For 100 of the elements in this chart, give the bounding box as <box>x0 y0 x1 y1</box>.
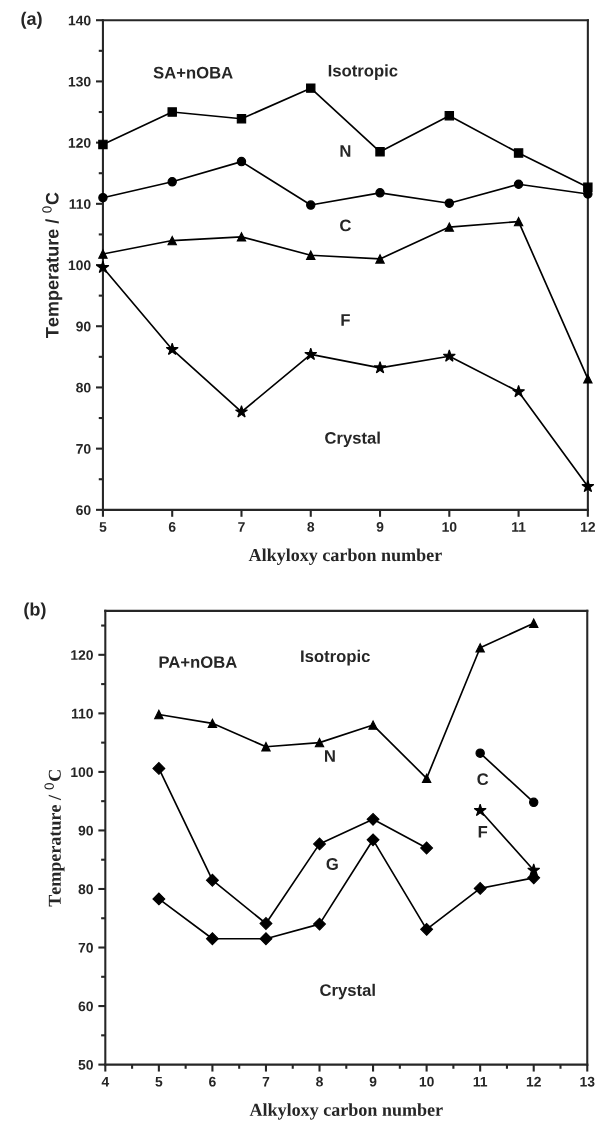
y-axis-title: Temperature / $^{0}$C <box>42 192 63 338</box>
point <box>473 803 487 817</box>
y-tick-label: 70 <box>76 443 91 454</box>
y-tick-label: 110 <box>69 199 91 209</box>
annotation: C <box>477 773 489 786</box>
point <box>444 222 455 232</box>
y-axis-title: Temperature / $^{0}$C <box>44 770 65 907</box>
y-tick-label: 100 <box>68 260 91 271</box>
x-tick-label: 8 <box>316 1076 323 1087</box>
y-tick-label: 90 <box>78 825 93 836</box>
point <box>513 216 524 227</box>
point <box>167 235 177 246</box>
x-tick-label: 11 <box>473 1076 488 1087</box>
point <box>528 797 539 808</box>
y-tick-label: 120 <box>68 137 91 148</box>
x-tick-label: 13 <box>580 1076 595 1087</box>
y-tick-label: 140 <box>68 15 91 26</box>
point <box>473 881 487 895</box>
annotation: Isotropic <box>328 64 398 80</box>
point <box>420 922 434 936</box>
annotation: F <box>341 314 350 326</box>
x-tick-label: 10 <box>442 522 457 532</box>
y-tick-label: 130 <box>68 76 91 87</box>
annotation: G <box>326 858 338 870</box>
y-tick-label: 60 <box>78 1001 93 1012</box>
point <box>420 841 434 855</box>
point <box>207 718 218 729</box>
x-tick-label: 9 <box>369 1076 377 1087</box>
point <box>475 748 485 758</box>
x-tick-label: 10 <box>419 1076 434 1087</box>
point <box>512 384 526 398</box>
point <box>259 917 273 930</box>
point <box>167 177 177 187</box>
y-tick-label: 110 <box>71 708 93 719</box>
point <box>234 405 248 418</box>
point <box>366 812 380 826</box>
point <box>581 479 595 493</box>
y-tick-label: 120 <box>71 650 93 660</box>
point <box>236 156 247 167</box>
point <box>368 720 378 730</box>
point <box>313 837 326 851</box>
point <box>366 833 380 847</box>
x-tick-label: 5 <box>155 1076 163 1087</box>
annotation: C <box>340 219 351 232</box>
y-tick-label: 100 <box>71 767 93 778</box>
x-tick-label: 7 <box>238 522 245 532</box>
point <box>205 932 219 946</box>
x-tick-label: 7 <box>262 1076 270 1087</box>
point <box>165 342 179 356</box>
chart-title: (a) <box>21 11 42 29</box>
y-tick-label: 60 <box>76 505 91 516</box>
x-tick-label: 8 <box>307 522 315 532</box>
x-tick-label: 4 <box>101 1076 110 1087</box>
point <box>167 107 177 117</box>
point <box>152 892 166 906</box>
y-tick-label: 80 <box>76 382 91 393</box>
y-tick-label: 50 <box>78 1059 93 1070</box>
point <box>583 374 593 384</box>
point <box>98 249 108 259</box>
point <box>528 618 539 628</box>
point <box>96 260 110 274</box>
point <box>373 361 387 374</box>
annotation: Crystal <box>320 983 375 1000</box>
point <box>475 643 485 653</box>
annotation: Isotropic <box>301 649 370 666</box>
point <box>259 932 273 946</box>
point <box>314 737 325 748</box>
y-tick-label: 80 <box>78 884 93 895</box>
point <box>152 761 166 775</box>
x-tick-label: 12 <box>581 522 595 532</box>
annotation: N <box>340 145 351 157</box>
point <box>205 873 219 887</box>
x-tick-label: 9 <box>376 522 384 532</box>
point <box>375 188 385 198</box>
annotation: PA+nOBA <box>159 656 237 669</box>
point <box>306 200 316 210</box>
x-tick-label: 11 <box>512 522 526 532</box>
point <box>261 742 271 752</box>
x-axis-title: Alkyloxy carbon number <box>248 548 442 565</box>
y-tick-label: 70 <box>78 942 93 953</box>
point <box>154 709 164 720</box>
y-tick-label: 90 <box>76 321 91 332</box>
point <box>444 198 455 208</box>
point <box>442 349 456 362</box>
point <box>236 114 247 124</box>
point <box>236 232 247 242</box>
point <box>421 773 432 784</box>
point <box>98 139 108 150</box>
x-tick-label: 12 <box>526 1076 541 1087</box>
point <box>513 179 524 189</box>
chart-title: (b) <box>24 602 46 620</box>
annotation: N <box>325 750 335 762</box>
x-tick-label: 6 <box>209 1076 216 1087</box>
point <box>375 254 385 264</box>
point <box>375 147 385 157</box>
point <box>304 347 318 360</box>
x-tick-label: 5 <box>99 522 107 532</box>
point <box>513 148 524 158</box>
point <box>306 83 316 93</box>
x-tick-label: 6 <box>168 522 176 532</box>
